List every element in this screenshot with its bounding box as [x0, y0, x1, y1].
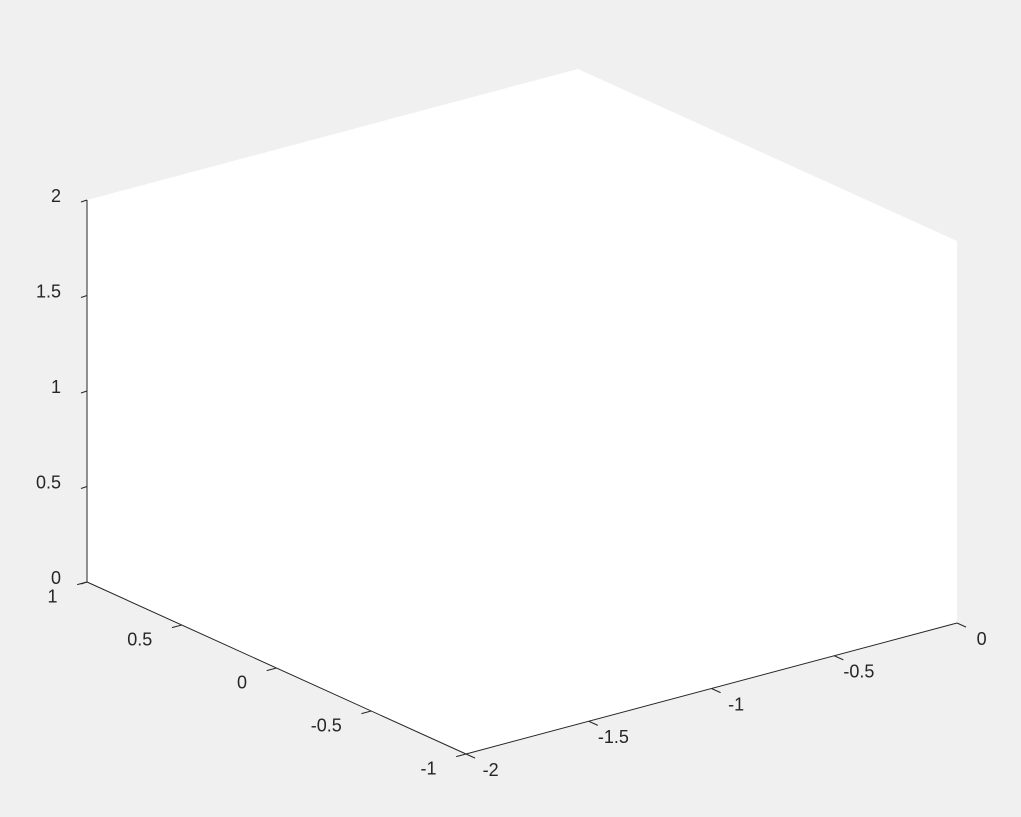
x-tick-label: -1 [728, 694, 744, 714]
x-tick-mark [956, 622, 967, 628]
z-tick-mark [80, 581, 88, 585]
x-tick-mark [465, 753, 476, 759]
z-tick-mark [80, 295, 88, 298]
y-axis-ticks: -1 -0.5 0 0.5 1 [48, 581, 467, 779]
y-tick-mark [266, 667, 277, 672]
x-tick-label: -1.5 [598, 727, 629, 747]
x-tick-mark [711, 688, 721, 694]
y-tick-mark [456, 753, 467, 758]
z-tick-label: 1 [51, 377, 61, 397]
z-axis-ticks: 0 0.5 1 1.5 2 [36, 186, 88, 588]
y-tick-label: 1 [48, 587, 58, 607]
z-tick-label: 0.5 [36, 472, 61, 492]
z-tick-mark [80, 199, 88, 203]
x-tick-mark [834, 655, 844, 661]
x-tick-label: 0 [977, 629, 987, 649]
axes-face [87, 69, 957, 754]
z-tick-mark [80, 486, 88, 489]
y-tick-label: 0.5 [127, 630, 152, 650]
y-tick-label: 0 [237, 673, 247, 693]
x-tick-label: -0.5 [843, 662, 874, 682]
x-axis-ticks: -2 -1.5 -1 -0.5 0 [465, 622, 987, 780]
y-tick-mark [361, 710, 372, 715]
x-tick-label: -2 [483, 760, 499, 780]
z-tick-label: 1.5 [36, 281, 61, 301]
z-tick-label: 0 [51, 568, 61, 588]
y-tick-label: -0.5 [311, 716, 342, 736]
z-tick-label: 2 [51, 186, 61, 206]
z-tick-mark [80, 390, 88, 394]
y-tick-label: -1 [421, 759, 437, 779]
y-tick-mark [171, 624, 182, 629]
x-tick-mark [588, 720, 599, 726]
